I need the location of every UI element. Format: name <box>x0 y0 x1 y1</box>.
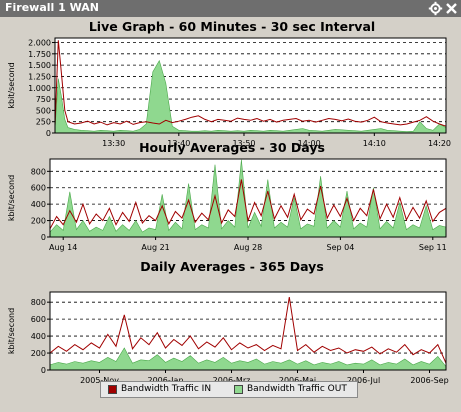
x-tick-label: Aug 21 <box>141 243 169 252</box>
y-tick-label: 2.000 <box>28 39 51 48</box>
x-tick-label: 2006-Mai <box>279 376 316 385</box>
chart-title: Daily Averages - 365 Days <box>140 259 324 274</box>
y-tick-label: 1.500 <box>28 61 51 70</box>
y-tick-label: 1.250 <box>28 72 51 81</box>
y-tick-label: 800 <box>31 167 46 176</box>
y-axis-label: kbit/second <box>7 62 16 108</box>
y-tick-label: 200 <box>31 217 46 226</box>
chart-title: Hourly Averages - 30 Days <box>139 140 325 155</box>
y-tick-label: 750 <box>36 95 51 104</box>
x-tick-label: 14:00 <box>298 139 321 148</box>
close-icon[interactable] <box>444 1 459 16</box>
plot-area <box>49 291 447 371</box>
legend-out-swatch <box>234 385 243 394</box>
chart-title: Live Graph - 60 Minutes - 30 sec Interva… <box>89 19 375 34</box>
series-in-line <box>49 179 447 230</box>
charts-panel: Live Graph - 60 Minutes - 30 sec Interva… <box>0 17 461 408</box>
y-tick-label: 800 <box>31 298 46 307</box>
x-tick-label: Sep 04 <box>326 243 354 252</box>
y-tick-label: 600 <box>31 184 46 193</box>
y-tick-label: 250 <box>36 118 51 127</box>
y-axis-label: kbit/second <box>7 308 16 354</box>
x-tick-label: Aug 14 <box>49 243 77 252</box>
series-out-area <box>49 159 447 238</box>
x-tick-label: 2005-Nov <box>80 376 119 385</box>
legend-in-swatch <box>108 385 117 394</box>
plot-area <box>54 37 447 134</box>
x-tick-label: 14:20 <box>428 139 451 148</box>
chart-3: Daily Averages - 365 Days kbit/second 0 200… <box>7 259 449 385</box>
y-axis-label: kbit/second <box>7 175 16 221</box>
legend-in-label: Bandwidth Traffic IN <box>121 384 212 394</box>
y-tick-label: 400 <box>31 200 46 209</box>
series-out-area <box>54 59 447 134</box>
plot-frame <box>54 37 447 134</box>
x-tick-label: Sep 11 <box>419 243 447 252</box>
chart-1: Live Graph - 60 Minutes - 30 sec Interva… <box>7 19 451 148</box>
x-tick-label: 2006-Jul <box>347 376 380 385</box>
x-tick-label: 2006-Jan <box>147 376 183 385</box>
series-in-line <box>54 40 447 127</box>
x-tick-label: 13:40 <box>167 139 190 148</box>
y-tick-label: 0 <box>41 366 46 375</box>
x-tick-label: 13:50 <box>232 139 255 148</box>
x-tick-label: Aug 28 <box>234 243 262 252</box>
y-tick-label: 600 <box>31 315 46 324</box>
y-tick-label: 0 <box>41 233 46 242</box>
chart-2: Hourly Averages - 30 Days kbit/second 0 200… <box>7 140 447 252</box>
x-tick-label: 2006-Sep <box>410 376 448 385</box>
y-tick-label: 1.000 <box>28 84 51 93</box>
y-tick-label: 0 <box>46 129 51 138</box>
y-tick-label: 1.750 <box>28 50 51 59</box>
window-title: Firewall 1 WAN <box>5 1 99 14</box>
x-tick-label: 2006-Mrz <box>213 376 251 385</box>
charts-canvas: Live Graph - 60 Minutes - 30 sec Interva… <box>7 19 451 385</box>
legend: Bandwidth Traffic IN Bandwidth Traffic O… <box>100 381 358 398</box>
gear-icon[interactable] <box>428 1 443 16</box>
title-bar[interactable]: Firewall 1 WAN <box>0 0 461 17</box>
series-out-area <box>49 347 447 371</box>
series-in-line <box>49 297 447 364</box>
plot-frame <box>49 291 447 371</box>
legend-out-label: Bandwidth Traffic OUT <box>247 384 347 394</box>
x-tick-label: 13:30 <box>102 139 125 148</box>
y-tick-label: 200 <box>31 349 46 358</box>
x-tick-label: 14:10 <box>363 139 386 148</box>
y-tick-label: 500 <box>36 106 51 115</box>
y-tick-label: 400 <box>31 332 46 341</box>
